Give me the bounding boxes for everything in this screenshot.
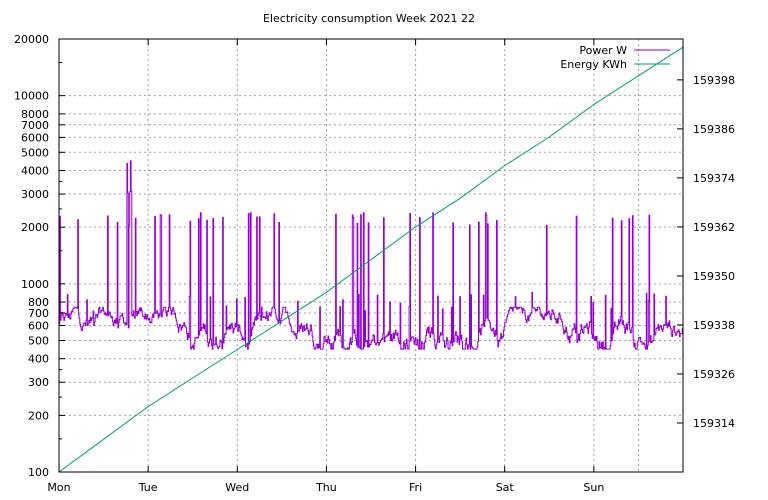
- y-right-tick-label: 159350: [693, 270, 735, 283]
- y-left-tick-label: 10000: [14, 90, 49, 103]
- x-tick-label: Wed: [225, 481, 249, 494]
- y-right-tick-label: 159338: [693, 319, 735, 332]
- y-right-tick-label: 159374: [693, 172, 735, 185]
- y-left-tick-label: 700: [28, 307, 49, 320]
- y-left-tick-label: 8000: [21, 108, 49, 121]
- x-tick-label: Sun: [583, 481, 604, 494]
- y-left-tick-label: 800: [28, 296, 49, 309]
- y-left-tick-label: 200: [28, 409, 49, 422]
- legend-label-energy: Energy KWh: [560, 58, 627, 71]
- power-series: [59, 160, 684, 350]
- y-left-tick-label: 7000: [21, 119, 49, 132]
- y-right-tick-label: 159386: [693, 123, 735, 136]
- legend: Power W Energy KWh: [560, 44, 670, 71]
- y-right-tick-label: 159326: [693, 368, 735, 381]
- y-left-tick-label: 5000: [21, 146, 49, 159]
- y-right-tick-label: 159314: [693, 417, 735, 430]
- y-left-tick-label: 3000: [21, 188, 49, 201]
- y-left-tick-label: 400: [28, 353, 49, 366]
- x-tick-label: Thu: [315, 481, 337, 494]
- legend-label-power: Power W: [579, 44, 627, 57]
- y-left-tick-label: 300: [28, 376, 49, 389]
- x-tick-label: Mon: [47, 481, 70, 494]
- y-left-tick-label: 1000: [21, 278, 49, 291]
- tick-labels: Mon Tue Wed Thu Fri Sat Sun1002003004005006007…: [14, 33, 735, 494]
- energy-series: [58, 46, 684, 473]
- grid: [59, 39, 683, 472]
- x-tick-label: Fri: [409, 481, 422, 494]
- axis-ticks: [58, 38, 683, 473]
- y-right-tick-label: 159362: [693, 221, 735, 234]
- y-left-tick-label: 600: [28, 320, 49, 333]
- y-left-tick-label: 20000: [14, 33, 49, 46]
- chart-title: Electricity consumption Week 2021 22: [263, 12, 475, 25]
- x-tick-label: Tue: [138, 481, 158, 494]
- energy-line: [58, 46, 684, 473]
- power-line: [59, 160, 684, 350]
- plot-frame: [58, 38, 684, 473]
- y-left-tick-label: 2000: [21, 221, 49, 234]
- y-left-tick-label: 6000: [21, 131, 49, 144]
- y-left-tick-label: 4000: [21, 165, 49, 178]
- y-left-tick-label: 100: [28, 466, 49, 479]
- y-left-tick-label: 500: [28, 334, 49, 347]
- x-tick-label: Sat: [496, 481, 515, 494]
- y-right-tick-label: 159398: [693, 74, 735, 87]
